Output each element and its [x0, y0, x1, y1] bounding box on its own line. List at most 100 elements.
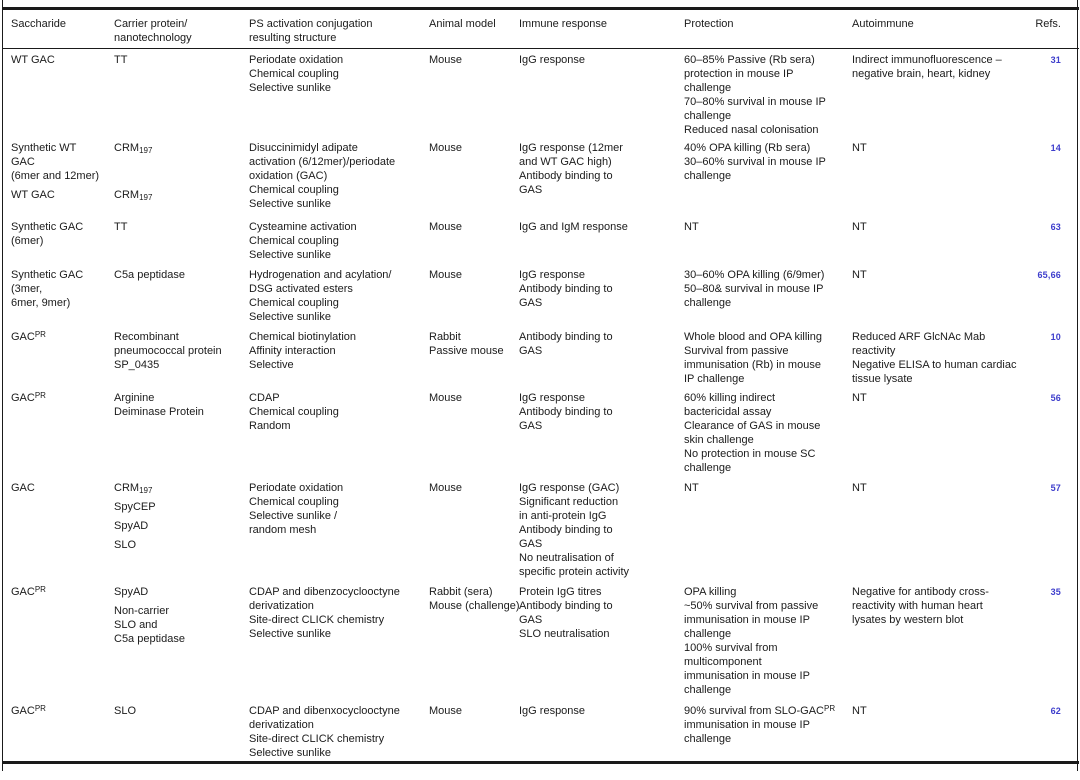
text-line: Selective sunlike: [249, 628, 331, 640]
cell-entry: Disuccinimidyl adipate activation (6/12me…: [249, 141, 419, 211]
cell-entry: Mouse: [429, 391, 509, 405]
text-line: GAS: [519, 184, 543, 196]
cell-immune: IgG response (GAC) Significant reduction i…: [519, 477, 684, 581]
text-line: CDAP: [249, 392, 280, 404]
cell-saccharide: GACPR: [3, 700, 114, 762]
text-line: multicomponent: [684, 656, 762, 668]
cell-entry: SLO: [114, 704, 239, 718]
ref-link[interactable]: 65,66: [1037, 270, 1061, 280]
ref-link[interactable]: 63: [1050, 222, 1061, 232]
text-line: 6mer, 9mer): [11, 297, 71, 309]
text-line: Site-direct CLICK chemistry: [249, 614, 385, 626]
ref-link[interactable]: 62: [1050, 706, 1061, 716]
cell-autoimmune: NT: [852, 700, 1030, 762]
cell-immune: IgG response Antibody binding to GAS: [519, 264, 684, 326]
cell-protection: 60–85% Passive (Rb sera) protection in mo…: [684, 49, 852, 138]
cell-entry: Hydrogenation and acylation/DSG activate…: [249, 268, 419, 324]
text-line: GAS: [519, 297, 543, 309]
cell-entry: NT: [852, 391, 1020, 405]
text-line: SLO: [114, 539, 137, 551]
text-line: CRM197: [114, 482, 153, 495]
ref-link[interactable]: 35: [1050, 587, 1061, 597]
text-line: SLO neutralisation: [519, 628, 610, 640]
cell-autoimmune: NT: [852, 137, 1030, 216]
text-line: immunisation (Rb) in mouse: [684, 359, 821, 371]
cell-entry: Protein IgG titres Antibody binding to GAS…: [519, 585, 674, 641]
text-line: ~50% survival from passive: [684, 600, 819, 612]
cell-entry: Chemical biotinylation Affinity interacti…: [249, 330, 419, 372]
text-line: Clearance of GAS in mouse: [684, 420, 821, 432]
text-line: immunisation in mouse IP: [684, 719, 810, 731]
text-line: 30–60% survival in mouse IP: [684, 156, 826, 168]
text-line: SP_0435: [114, 359, 160, 371]
cell-entry: SpyAD: [114, 585, 239, 599]
text-line: IgG response: [519, 392, 586, 404]
text-line: challenge: [684, 733, 732, 745]
cell-saccharide: GAC: [3, 477, 114, 581]
text-line: challenge: [684, 297, 732, 309]
ref-link[interactable]: 14: [1050, 143, 1061, 153]
text-line: Indirect immunofluorescence –: [852, 54, 1002, 66]
text-line: NT: [852, 392, 867, 404]
text-line: NT: [684, 482, 699, 494]
text-line: IgG response: [519, 54, 586, 66]
cell-animal: Mouse: [429, 49, 519, 138]
col-header-refs: Refs.: [1030, 8, 1079, 49]
cell-entry: WT GAC: [11, 53, 104, 67]
table-row: GACPR Arginine Deiminase Protein CDAP Chemic…: [3, 387, 1079, 477]
text-line: 90% survival from SLO-GACPR: [684, 704, 836, 718]
text-line: derivatization: [249, 600, 314, 612]
cell-entry: TT: [114, 220, 239, 234]
ref-link[interactable]: 56: [1050, 393, 1061, 403]
cell-autoimmune: Indirect immunofluorescence – negative br…: [852, 49, 1030, 138]
text-line: SLO and: [114, 619, 158, 631]
col-header-autoimmune: Autoimmune: [852, 8, 1030, 49]
text-line: Selective sunlike: [249, 198, 331, 210]
cell-carrier: C5a peptidase: [114, 264, 249, 326]
text-line: Mouse: [429, 54, 463, 66]
cell-protection: 60% killing indirect bactericidal assay Cl…: [684, 387, 852, 477]
cell-saccharide: GACPR: [3, 581, 114, 700]
cell-entry: IgG and IgM response: [519, 220, 674, 234]
text-line: C5a peptidase: [114, 633, 185, 645]
text-line: Antibody binding to: [519, 524, 613, 536]
header-row: Saccharide Carrier protein/ nanotechnolo…: [3, 8, 1079, 49]
cell-ps: Periodate oxidation Chemical coupling Sele…: [249, 477, 429, 581]
cell-animal: Mouse: [429, 264, 519, 326]
text-line: immunisation in mouse IP: [684, 670, 810, 682]
text-line: Whole blood and OPA killing: [684, 331, 822, 343]
cell-carrier: TT: [114, 216, 249, 264]
cell-ps: Periodate oxidation Chemical coupling Sele…: [249, 49, 429, 138]
text-line: derivatization: [249, 719, 314, 731]
ref-link[interactable]: 10: [1050, 332, 1061, 342]
cell-entry: 40% OPA killing (Rb sera) 30–60% survival…: [684, 141, 842, 183]
text-line: TT: [114, 54, 128, 66]
text-line: GAC: [11, 156, 35, 168]
cell-entry: Mouse: [429, 268, 509, 282]
cell-carrier: CRM197 SpyCEP SpyAD SLO: [114, 477, 249, 581]
text-line: NT: [684, 221, 699, 233]
text-line: NT: [852, 705, 867, 717]
text-line: Random: [249, 420, 291, 432]
cell-autoimmune: NT: [852, 477, 1030, 581]
text-line: Chemical coupling: [249, 496, 339, 508]
cell-entry: 90% survival from SLO-GACPR immunisation …: [684, 704, 842, 746]
text-line: (3mer,: [11, 283, 43, 295]
cell-ps: CDAP and dibenxocyclooctyne derivatizatio…: [249, 700, 429, 762]
cell-carrier: Arginine Deiminase Protein: [114, 387, 249, 477]
cell-autoimmune: NT: [852, 216, 1030, 264]
text-line: Selective sunlike: [249, 311, 331, 323]
cell-entry: Non-carrier SLO and C5a peptidase: [114, 604, 239, 646]
cell-immune: IgG response (12mer and WT GAC high) Antib…: [519, 137, 684, 216]
table-row: GACPR SLO CDAP and dibenxocyclooctyne deriv…: [3, 700, 1079, 762]
text-line: IgG and IgM response: [519, 221, 628, 233]
cell-refs: 10: [1030, 326, 1079, 387]
text-line: TT: [114, 221, 128, 233]
ref-link[interactable]: 57: [1050, 483, 1061, 493]
text-line: reactivity with human heart: [852, 600, 983, 612]
text-line: Hydrogenation and acylation/: [249, 269, 392, 281]
cell-entry: TT: [114, 53, 239, 67]
text-line: GAS: [519, 345, 543, 357]
ref-link[interactable]: 31: [1050, 55, 1061, 65]
